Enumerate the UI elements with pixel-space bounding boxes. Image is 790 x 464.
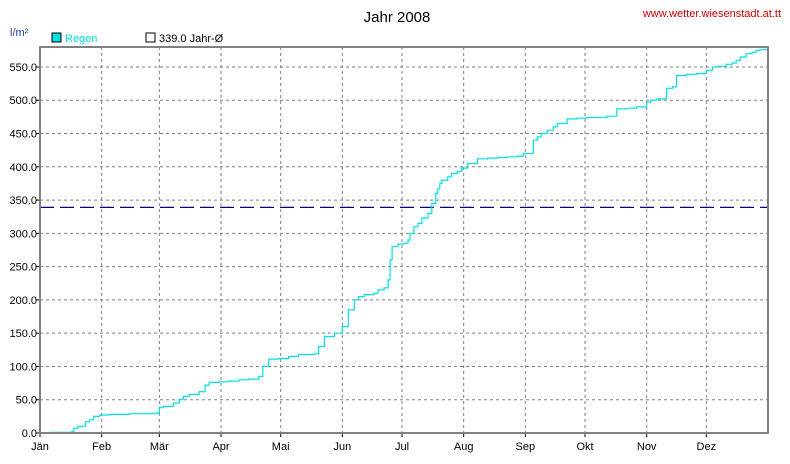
- y-tick-label: 0.0: [22, 428, 37, 440]
- legend-label-regen: Regen: [65, 33, 97, 45]
- y-tick-label: 500.0: [9, 95, 37, 107]
- y-tick-label: 250.0: [9, 262, 37, 274]
- x-axis-ticks: Jän Feb Mär Apr Mai Jun Jul Aug Sep Okt Nov Dez: [31, 433, 716, 453]
- x-tick-label: Mai: [272, 441, 290, 453]
- x-tick-label: Aug: [454, 441, 474, 453]
- x-tick-label: Apr: [212, 441, 229, 453]
- y-tick-label: 550.0: [9, 62, 37, 74]
- x-tick-label: Dez: [697, 441, 717, 453]
- y-tick-label: 350.0: [9, 195, 37, 207]
- y-tick-label: 450.0: [9, 129, 37, 141]
- legend-swatch-regen: [51, 32, 62, 43]
- x-tick-label: Okt: [576, 441, 593, 453]
- chart-title: Jahr 2008: [364, 9, 431, 26]
- y-tick-label: 400.0: [9, 162, 37, 174]
- legend-swatch-average: [145, 32, 156, 43]
- x-tick-label: Jän: [31, 441, 49, 453]
- x-tick-label: Mär: [150, 441, 169, 453]
- y-axis-ticks: 0.0 50.0 100.0 150.0 200.0 250.0 300.0 350.0 400…: [9, 62, 40, 440]
- y-tick-label: 100.0: [9, 361, 37, 373]
- grid-lines: [40, 47, 768, 433]
- x-tick-label: Jun: [333, 441, 351, 453]
- legend-label-average: 339.0 Jahr-Ø: [159, 33, 224, 45]
- series-line-regen: [40, 48, 769, 434]
- plot-frame: [39, 46, 769, 434]
- y-tick-label: 50.0: [16, 395, 37, 407]
- y-tick-label: 150.0: [9, 328, 37, 340]
- x-tick-label: Jul: [395, 441, 409, 453]
- x-tick-label: Feb: [92, 441, 111, 453]
- legend: Regen 339.0 Jahr-Ø: [51, 32, 224, 45]
- y-tick-label: 300.0: [9, 228, 37, 240]
- x-tick-label: Sep: [516, 441, 536, 453]
- website-link[interactable]: www.wetter.wiesenstadt.at.tt: [642, 8, 781, 20]
- y-axis-unit: l/m²: [10, 27, 29, 39]
- y-tick-label: 200.0: [9, 295, 37, 307]
- x-tick-label: Nov: [637, 441, 657, 453]
